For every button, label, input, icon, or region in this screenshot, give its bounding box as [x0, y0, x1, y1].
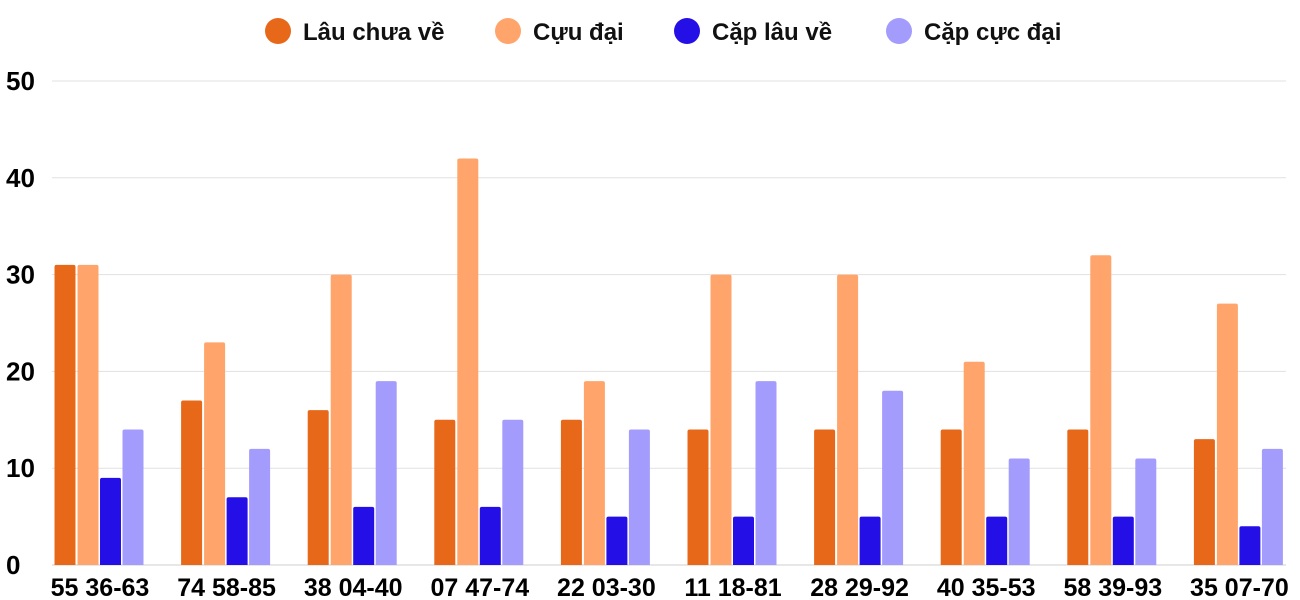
bar-series-3-category-3	[502, 419, 524, 565]
bar-series-2-category-0	[100, 477, 121, 565]
legend-marker	[265, 18, 291, 44]
bar-series-0-category-1	[181, 400, 203, 565]
bars	[54, 158, 1283, 566]
bar-series-3-category-5	[755, 381, 777, 565]
bar-series-1-category-6	[837, 274, 859, 565]
legend-marker	[674, 18, 700, 44]
bar-series-0-category-4	[560, 419, 582, 565]
bar-series-3-category-0	[122, 429, 144, 565]
legend-item-3[interactable]: Cặp cực đại	[886, 18, 1061, 46]
x-tick-label: 58 39-93	[1063, 574, 1162, 600]
legend-marker	[886, 18, 912, 44]
y-tick-label: 40	[6, 163, 35, 193]
y-tick-label: 30	[6, 260, 35, 290]
bar-series-2-category-8	[1112, 516, 1134, 565]
bar-series-3-category-7	[1008, 458, 1030, 565]
bar-series-1-category-3	[457, 158, 479, 565]
bar-series-1-category-5	[710, 274, 732, 565]
bar-series-1-category-1	[204, 342, 226, 565]
bar-series-2-category-1	[226, 497, 248, 565]
bar-series-3-category-8	[1135, 458, 1157, 565]
bar-series-0-category-3	[434, 419, 456, 565]
x-tick-label: 40 35-53	[937, 574, 1036, 600]
bar-series-1-category-4	[583, 381, 605, 565]
bar-series-0-category-7	[940, 429, 962, 565]
bar-series-3-category-2	[375, 381, 397, 565]
bar-series-0-category-8	[1067, 429, 1089, 565]
x-tick-label: 28 29-92	[810, 574, 909, 600]
legend-item-2[interactable]: Cặp lâu về	[674, 18, 832, 46]
bar-series-3-category-1	[249, 448, 271, 565]
x-tick-label: 38 04-40	[304, 574, 403, 600]
legend-label: Cặp cực đại	[924, 19, 1061, 46]
bar-series-1-category-9	[1216, 303, 1238, 565]
legend-item-1[interactable]: Cựu đại	[495, 18, 624, 46]
legend-label: Lâu chưa về	[303, 19, 444, 46]
x-tick-label: 11 18-81	[684, 574, 781, 600]
bar-series-1-category-8	[1090, 255, 1112, 566]
bar-series-2-category-2	[353, 506, 375, 565]
bar-series-2-category-4	[606, 516, 628, 565]
legend-label: Cựu đại	[533, 19, 624, 46]
x-tick-label: 22 03-30	[557, 574, 656, 600]
x-tick-label: 07 47-74	[430, 574, 529, 600]
y-tick-label: 50	[6, 66, 35, 96]
x-tick-label: 74 58-85	[177, 574, 276, 600]
legend-marker	[495, 18, 521, 44]
bar-series-3-category-4	[628, 429, 650, 565]
bar-series-2-category-7	[986, 516, 1008, 565]
bar-series-2-category-3	[479, 506, 501, 565]
bar-series-1-category-0	[77, 264, 99, 565]
bar-series-0-category-2	[307, 410, 329, 565]
bar-series-0-category-5	[687, 429, 709, 565]
legend-item-0[interactable]: Lâu chưa về	[265, 18, 444, 46]
bar-series-1-category-7	[963, 361, 985, 565]
x-tick-label: 55 36-63	[51, 574, 150, 600]
y-tick-label: 10	[6, 453, 35, 483]
legend-label: Cặp lâu về	[712, 19, 832, 46]
y-axis-ticks: 0 10 20 30 40 50	[6, 66, 35, 580]
x-axis-ticks: 55 36-63 74 58-85 38 04-40 07 47-74 22 03-30…	[51, 574, 1289, 600]
bar-series-2-category-9	[1239, 526, 1261, 565]
bar-series-3-category-9	[1261, 448, 1283, 565]
bar-series-3-category-6	[882, 390, 904, 565]
x-tick-label: 35 07-70	[1190, 574, 1289, 600]
bar-series-2-category-5	[733, 516, 754, 565]
bar-series-0-category-0	[54, 264, 76, 565]
legend[interactable]: Lâu chưa về Cựu đại Cặp lâu về Cặp cực đại	[265, 18, 1061, 46]
bar-series-0-category-9	[1193, 439, 1215, 565]
y-tick-label: 20	[6, 356, 35, 386]
bar-series-2-category-6	[859, 516, 881, 565]
bar-series-1-category-2	[330, 274, 352, 565]
bar-series-0-category-6	[814, 429, 836, 565]
y-tick-label: 0	[6, 550, 20, 580]
